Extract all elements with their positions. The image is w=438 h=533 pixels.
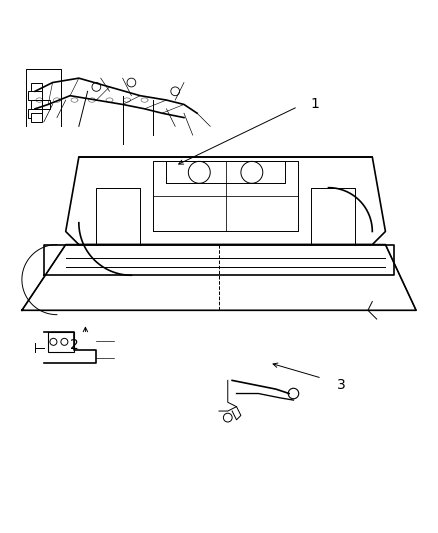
FancyBboxPatch shape xyxy=(37,100,50,109)
FancyBboxPatch shape xyxy=(28,109,42,118)
FancyBboxPatch shape xyxy=(31,113,42,122)
FancyBboxPatch shape xyxy=(31,100,42,109)
Text: 1: 1 xyxy=(311,98,320,111)
FancyBboxPatch shape xyxy=(48,332,74,352)
Text: 3: 3 xyxy=(337,378,346,392)
FancyBboxPatch shape xyxy=(28,91,42,100)
FancyBboxPatch shape xyxy=(31,83,42,91)
Text: 2: 2 xyxy=(70,338,79,352)
